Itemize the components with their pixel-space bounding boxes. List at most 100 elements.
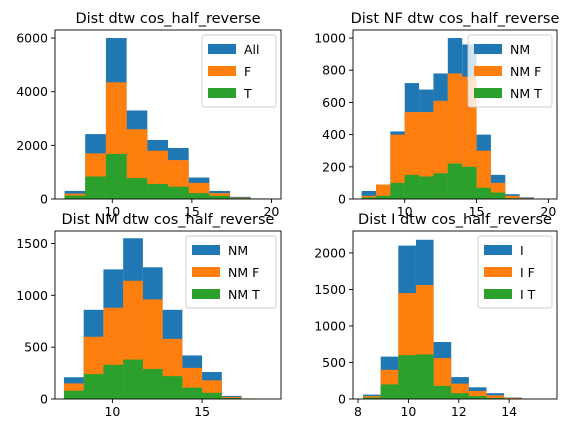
y-tick-label: 4000 bbox=[16, 84, 48, 99]
x-tick-label: 10 bbox=[397, 204, 413, 219]
histogram-bar bbox=[188, 193, 210, 199]
legend-label: I T bbox=[520, 287, 536, 302]
axes-frame bbox=[352, 29, 558, 200]
legend-label: I bbox=[520, 243, 524, 258]
y-tick-label: 2000 bbox=[16, 138, 48, 153]
x-tick-label: 15 bbox=[469, 204, 485, 219]
legend-swatch bbox=[208, 66, 236, 76]
subplot-title: Dist dtw cos_half_reverse bbox=[75, 11, 260, 27]
subplot-title: Dist NF dtw cos_half_reverse bbox=[351, 11, 560, 27]
histogram-bar bbox=[126, 178, 148, 199]
legend-label: NM F bbox=[510, 64, 541, 79]
histogram-bar bbox=[504, 397, 522, 399]
legend-swatch bbox=[474, 66, 502, 76]
y-tick-label: 0 bbox=[338, 192, 346, 207]
legend-label: NM T bbox=[228, 287, 260, 302]
legend-swatch bbox=[208, 44, 236, 54]
x-tick-label: 10 bbox=[104, 404, 120, 419]
legend-swatch bbox=[484, 289, 512, 299]
legend: NM NM F NM T bbox=[185, 235, 277, 309]
y-tick-label: 500 bbox=[24, 340, 48, 355]
histogram-bar bbox=[486, 397, 505, 399]
x-tick-label: 14 bbox=[501, 404, 517, 419]
histogram-bar bbox=[447, 163, 463, 199]
axes-frame bbox=[352, 230, 558, 400]
legend-label: NM T bbox=[510, 86, 542, 101]
histogram-bar bbox=[468, 396, 487, 399]
histogram-bar bbox=[182, 387, 203, 399]
legend-swatch bbox=[474, 44, 502, 54]
y-tick-label: 800 bbox=[322, 63, 346, 78]
legend: I I F I T bbox=[477, 235, 553, 309]
x-tick-label: 15 bbox=[184, 204, 200, 219]
histogram-bar bbox=[404, 174, 420, 199]
legend-swatch bbox=[484, 245, 512, 255]
legend-label: F bbox=[244, 64, 251, 79]
y-tick-label: 0 bbox=[40, 392, 48, 407]
histogram-bar bbox=[476, 150, 491, 199]
y-tick-label: 200 bbox=[322, 159, 346, 174]
histogram-bar bbox=[433, 173, 448, 199]
histogram-bar bbox=[64, 195, 86, 199]
histogram-bar bbox=[221, 397, 242, 399]
legend-label: NM F bbox=[228, 265, 259, 280]
x-tick-label: 20 bbox=[540, 204, 556, 219]
legend-swatch bbox=[484, 267, 512, 277]
histogram-bar bbox=[476, 187, 491, 199]
legend-swatch bbox=[208, 88, 236, 98]
x-tick-label: 10 bbox=[104, 204, 120, 219]
legend-swatch bbox=[192, 267, 220, 277]
x-tick-label: 8 bbox=[354, 404, 362, 419]
subplot-1: Dist dtw cos_half_reverse 10 15 20 0 2000 4000… bbox=[16, 11, 282, 219]
y-tick-label: 1500 bbox=[314, 282, 346, 297]
histogram-bar bbox=[103, 364, 124, 399]
y-tick-label: 1000 bbox=[16, 288, 48, 303]
legend-swatch bbox=[474, 88, 502, 98]
legend-swatch bbox=[192, 289, 220, 299]
legend: NM NM F NM T bbox=[467, 34, 553, 108]
subplot-title: Dist I dtw cos_half_reverse bbox=[358, 212, 552, 228]
y-tick-label: 1500 bbox=[16, 236, 48, 251]
histogram-bar bbox=[361, 197, 376, 199]
y-tick-label: 600 bbox=[322, 95, 346, 110]
y-tick-label: 0 bbox=[338, 392, 346, 407]
subplot-4: Dist I dtw cos_half_reverse 8 10 12 14 0 500 10… bbox=[314, 212, 558, 419]
histogram-bar bbox=[433, 385, 452, 399]
histogram-bar bbox=[123, 359, 143, 399]
histogram-bar bbox=[162, 376, 183, 399]
x-tick-label: 12 bbox=[451, 404, 467, 419]
histogram-bar bbox=[451, 393, 469, 399]
legend-label: NM bbox=[510, 42, 530, 57]
legend-label: All bbox=[244, 42, 260, 57]
legend: All FT bbox=[201, 34, 277, 108]
x-tick-label: 20 bbox=[263, 204, 279, 219]
legend-label: NM bbox=[228, 243, 248, 258]
histogram-bar bbox=[419, 176, 434, 199]
histogram-bar bbox=[85, 176, 106, 199]
histogram-bar bbox=[63, 390, 84, 399]
legend-label: I F bbox=[520, 265, 535, 280]
histogram-bar bbox=[363, 397, 381, 399]
histogram-bar bbox=[202, 392, 222, 399]
axes-frame bbox=[54, 29, 282, 200]
legend-swatch bbox=[192, 245, 220, 255]
histogram-bar bbox=[468, 390, 487, 399]
histogram-bar bbox=[361, 190, 376, 199]
y-tick-label: 2000 bbox=[314, 245, 346, 260]
y-tick-label: 6000 bbox=[16, 31, 48, 46]
histogram-bar bbox=[486, 395, 505, 399]
histogram-bar bbox=[105, 153, 127, 199]
subplot-title: Dist NM dtw cos_half_reverse bbox=[62, 212, 275, 228]
histogram-bar bbox=[375, 195, 391, 199]
x-tick-label: 10 bbox=[400, 404, 416, 419]
histogram-bar bbox=[490, 192, 506, 199]
histogram-bar bbox=[375, 184, 391, 199]
histogram-bar bbox=[380, 384, 399, 399]
histogram-bar bbox=[147, 183, 168, 199]
histogram-bar bbox=[168, 186, 189, 199]
histogram-bar bbox=[390, 182, 405, 199]
histogram-bar bbox=[398, 355, 416, 399]
y-tick-label: 500 bbox=[322, 355, 346, 370]
